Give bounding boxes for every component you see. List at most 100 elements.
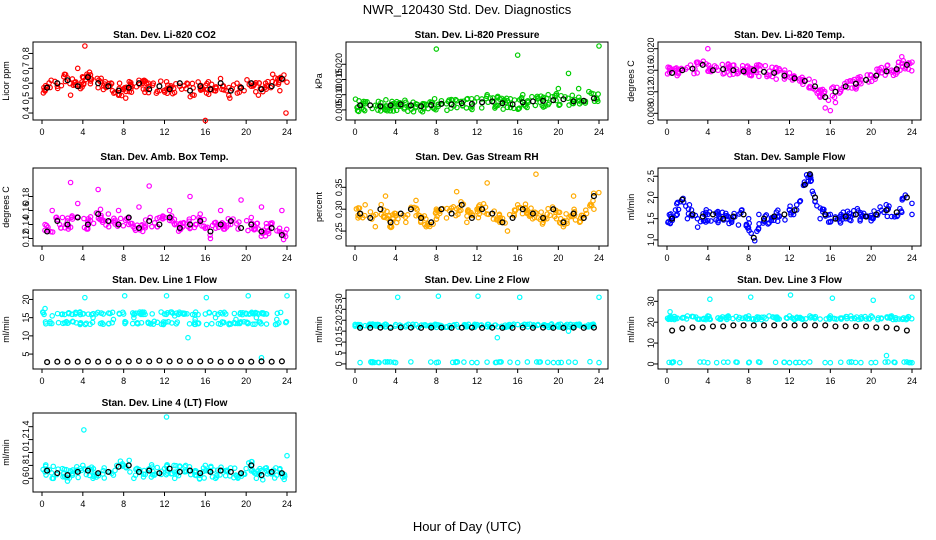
data-point xyxy=(186,321,193,327)
data-point xyxy=(797,198,804,204)
data-point xyxy=(196,214,202,221)
y-tick-label: 15 xyxy=(334,326,344,336)
data-point xyxy=(903,61,910,68)
data-point xyxy=(550,206,557,213)
data-point xyxy=(893,325,900,332)
data-point xyxy=(739,315,746,322)
data-point xyxy=(713,210,719,216)
data-point xyxy=(132,472,139,479)
data-point xyxy=(478,322,485,328)
data-point xyxy=(406,103,413,110)
data-point xyxy=(388,105,394,111)
data-point xyxy=(890,72,897,79)
x-tick-label: 0 xyxy=(664,127,669,137)
data-point xyxy=(49,313,56,319)
data-point xyxy=(479,99,486,106)
series-all xyxy=(42,179,290,243)
data-point xyxy=(227,217,234,225)
data-point xyxy=(884,213,891,220)
x-tick-label: 4 xyxy=(80,127,85,137)
data-point xyxy=(176,357,183,365)
data-point xyxy=(367,324,374,331)
data-point xyxy=(116,80,123,87)
data-point xyxy=(858,359,864,366)
data-point xyxy=(859,212,866,219)
data-point xyxy=(135,357,143,365)
data-point xyxy=(397,210,404,217)
series-hourly xyxy=(357,95,597,110)
data-point xyxy=(831,94,838,101)
data-point xyxy=(207,228,214,235)
data-point xyxy=(272,80,279,86)
x-tick-label: 0 xyxy=(39,253,44,263)
plot-frame xyxy=(657,289,922,370)
data-point xyxy=(564,220,570,227)
data-point xyxy=(811,194,819,201)
y-tick-label: 0.020 xyxy=(646,37,656,60)
x-tick-label: 16 xyxy=(513,127,523,137)
y-tick-label: 0.6 xyxy=(21,77,31,90)
data-point xyxy=(105,320,112,327)
x-tick-label: 24 xyxy=(907,127,917,137)
data-point xyxy=(252,88,259,95)
data-point xyxy=(673,200,680,207)
y-axis-label: ml/min xyxy=(1,316,11,343)
y-tick-label: 0.18 xyxy=(21,188,31,206)
data-point xyxy=(278,75,285,82)
data-point xyxy=(781,359,787,366)
data-point xyxy=(533,210,540,216)
series-all xyxy=(352,293,602,366)
data-point xyxy=(109,319,115,326)
data-point xyxy=(842,213,849,220)
data-point xyxy=(84,74,91,81)
data-point xyxy=(775,315,781,322)
data-point xyxy=(781,72,788,79)
data-point xyxy=(801,322,808,329)
data-point xyxy=(832,99,839,106)
data-point xyxy=(93,311,99,317)
data-point xyxy=(907,60,913,67)
data-point xyxy=(99,320,105,326)
data-point xyxy=(827,219,834,225)
data-point xyxy=(720,359,727,365)
data-point xyxy=(82,321,89,328)
y-axis-label: Licor ppm xyxy=(1,61,11,101)
x-tick-label: 24 xyxy=(907,376,917,386)
data-point xyxy=(96,77,102,83)
data-point xyxy=(100,467,107,474)
data-point xyxy=(709,211,716,218)
data-point xyxy=(533,171,539,177)
data-point xyxy=(164,310,171,316)
data-point xyxy=(186,221,194,228)
data-point xyxy=(766,68,773,74)
data-point xyxy=(877,204,883,210)
data-point xyxy=(192,321,199,328)
data-point xyxy=(771,69,778,76)
data-point xyxy=(231,310,238,317)
data-point xyxy=(873,324,880,331)
data-point xyxy=(461,359,467,365)
data-point xyxy=(907,359,913,366)
data-point xyxy=(742,315,748,321)
chart-panel: Stan. Dev. Line 1 Flow ml/min 0 4 8 12 16 20 24 5… xyxy=(1,275,297,386)
x-tick-label: 12 xyxy=(159,499,169,509)
data-point xyxy=(250,321,256,328)
x-tick-label: 24 xyxy=(282,127,292,137)
data-point xyxy=(468,214,475,221)
data-point xyxy=(563,211,569,217)
y-tick-label: 20 xyxy=(21,294,31,304)
data-point xyxy=(679,67,686,74)
data-point xyxy=(95,210,102,218)
data-point xyxy=(745,215,752,222)
data-point xyxy=(717,215,724,222)
data-point xyxy=(166,207,173,214)
y-tick-label: 2.0 xyxy=(646,191,656,204)
data-point xyxy=(771,322,778,329)
y-tick-label: 0.12 xyxy=(21,230,31,248)
data-point xyxy=(492,105,498,111)
data-point xyxy=(115,221,122,228)
data-point xyxy=(419,108,426,115)
data-point xyxy=(119,461,126,467)
data-point xyxy=(58,82,65,89)
